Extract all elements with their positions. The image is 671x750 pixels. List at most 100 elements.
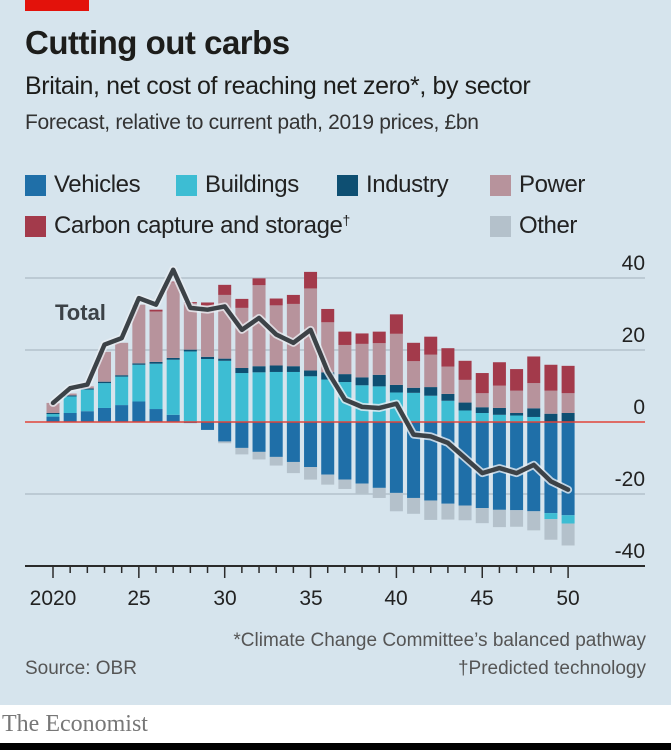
bar-carbon-capture-and-storage-2049 — [544, 364, 558, 391]
y-tick-label: -40 — [614, 540, 645, 563]
bar-power-2048 — [527, 383, 541, 409]
bar-industry-2023 — [98, 381, 112, 384]
bar-vehicles-2040 — [389, 422, 403, 493]
legend-label: Buildings — [205, 171, 299, 198]
bar-industry-2031 — [235, 368, 249, 374]
bar-vehicles-2037 — [338, 422, 352, 480]
legend-label: Power — [519, 171, 586, 198]
bar-industry-2046 — [492, 407, 506, 415]
bar-vehicles-2029 — [201, 422, 215, 430]
bar-other-2033 — [269, 456, 283, 466]
bar-vehicles-2047 — [510, 422, 524, 511]
bar-power-2024 — [115, 342, 129, 376]
bar-vehicles-2026 — [149, 409, 163, 422]
bar-other-2048 — [527, 511, 541, 531]
bar-buildings-2032 — [252, 372, 266, 422]
bar-power-2027 — [166, 282, 180, 358]
bar-vehicles-2050 — [561, 422, 575, 516]
economist-logo: The Economist — [2, 711, 148, 737]
bar-buildings-2046 — [492, 414, 506, 422]
bar-power-2028 — [183, 303, 197, 350]
bar-vehicles-2030 — [218, 422, 232, 442]
bar-buildings-2045 — [475, 413, 489, 422]
bar-industry-2032 — [252, 366, 266, 373]
bar-carbon-capture-and-storage-2038 — [355, 333, 369, 344]
bar-carbon-capture-and-storage-2042 — [424, 336, 438, 355]
bar-other-2045 — [475, 508, 489, 524]
bar-industry-2029 — [201, 356, 215, 359]
bar-other-2042 — [424, 500, 438, 520]
bar-vehicles-2043 — [441, 422, 455, 504]
bar-buildings-2041 — [407, 392, 421, 422]
legend-item-ccs: Carbon capture and storage † — [25, 212, 350, 240]
bar-vehicles-2039 — [372, 422, 386, 488]
bar-buildings-2028 — [183, 351, 197, 422]
bar-industry-2021 — [63, 395, 77, 397]
bar-power-2026 — [149, 311, 163, 362]
bar-carbon-capture-and-storage-2035 — [304, 271, 318, 289]
legend-label: Other — [519, 212, 578, 239]
bar-carbon-capture-and-storage-2050 — [561, 365, 575, 394]
bar-buildings-2026 — [149, 363, 163, 410]
bar-vehicles-2049 — [544, 422, 558, 514]
bar-industry-2049 — [544, 413, 558, 422]
bar-other-2034 — [286, 461, 300, 474]
bar-power-2037 — [338, 344, 352, 375]
bar-carbon-capture-and-storage-2036 — [321, 308, 335, 323]
bar-power-2043 — [441, 366, 455, 394]
bar-industry-2037 — [338, 374, 352, 383]
bar-vehicles-2032 — [252, 422, 266, 452]
bar-power-2038 — [355, 343, 369, 378]
bar-buildings-2020 — [46, 414, 60, 417]
bar-vehicles-2023 — [98, 407, 112, 422]
bar-carbon-capture-and-storage-2031 — [235, 298, 249, 308]
bar-vehicles-2021 — [63, 413, 77, 422]
y-tick-label: 20 — [621, 324, 645, 347]
bar-industry-2025 — [132, 363, 146, 365]
bar-industry-2043 — [441, 393, 455, 401]
bar-buildings-2048 — [527, 416, 541, 422]
bar-vehicles-2025 — [132, 401, 146, 422]
bar-buildings-2034 — [286, 371, 300, 422]
bar-carbon-capture-and-storage-2032 — [252, 278, 266, 286]
x-tick-label: 35 — [299, 587, 323, 610]
bar-vehicles-2036 — [321, 422, 335, 475]
bar-carbon-capture-and-storage-2045 — [475, 373, 489, 394]
bar-vehicles-2045 — [475, 422, 489, 509]
bar-carbon-capture-and-storage-2027 — [166, 281, 180, 283]
x-tick-label: 30 — [213, 587, 237, 610]
footnote-technology: †Predicted technology — [457, 658, 646, 679]
bar-buildings-2021 — [63, 396, 77, 413]
bar-buildings-2050 — [561, 515, 575, 524]
bar-industry-2035 — [304, 370, 318, 377]
bar-industry-2048 — [527, 408, 541, 417]
bar-other-2038 — [355, 483, 369, 494]
legend-label: Carbon capture and storage — [54, 212, 343, 239]
bar-carbon-capture-and-storage-2026 — [149, 309, 163, 312]
bar-power-2029 — [201, 305, 215, 357]
bar-other-2040 — [389, 492, 403, 512]
chart-description: Forecast, relative to current path, 2019… — [25, 111, 479, 134]
bar-other-2044 — [458, 505, 472, 521]
bar-buildings-2035 — [304, 376, 318, 422]
footnote-pathway: *Climate Change Committee’s balanced pat… — [233, 630, 646, 651]
bar-vehicles-2044 — [458, 422, 472, 506]
bar-vehicles-2024 — [115, 405, 129, 422]
bar-carbon-capture-and-storage-2043 — [441, 348, 455, 367]
bar-buildings-2027 — [166, 359, 180, 415]
bar-industry-2027 — [166, 357, 180, 360]
bar-carbon-capture-and-storage-2029 — [201, 302, 215, 306]
bar-carbon-capture-and-storage-2046 — [492, 362, 506, 386]
bar-other-2031 — [235, 447, 249, 455]
bar-carbon-capture-and-storage-2034 — [286, 294, 300, 304]
x-tick-label: 2020 — [29, 587, 77, 610]
bar-industry-2028 — [183, 349, 197, 352]
legend-swatch — [337, 174, 358, 196]
bar-buildings-2029 — [201, 359, 215, 422]
bar-carbon-capture-and-storage-2048 — [527, 356, 541, 384]
bar-other-2032 — [252, 451, 266, 460]
brand-accent-bar — [25, 0, 89, 11]
bar-industry-2026 — [149, 361, 163, 364]
bar-power-2040 — [389, 333, 403, 385]
